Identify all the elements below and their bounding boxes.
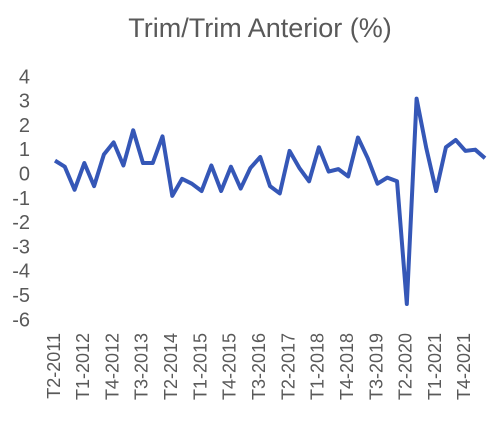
x-tick-label: T2-2011 — [44, 333, 64, 399]
y-tick-label: 4 — [19, 66, 30, 88]
x-tick-label: T3-2016 — [249, 333, 269, 400]
x-tick-label: T3-2013 — [132, 333, 152, 400]
x-tick-label: T2-2014 — [161, 333, 181, 400]
x-tick-label: T1-2018 — [308, 333, 328, 400]
x-tick-label: T1-2015 — [190, 333, 210, 400]
x-tick-label: T4-2021 — [454, 333, 474, 400]
y-tick-label: -1 — [12, 188, 30, 210]
x-tick-label: T2-2017 — [278, 333, 298, 400]
y-tick-label: 0 — [19, 163, 30, 185]
y-tick-label: -5 — [12, 285, 30, 307]
x-tick-label: T4-2012 — [102, 333, 122, 400]
y-tick-label: -3 — [12, 236, 30, 258]
x-tick-label: T1-2012 — [73, 333, 93, 400]
y-tick-label: -2 — [12, 212, 30, 234]
x-tick-label: T3-2019 — [366, 333, 386, 400]
y-tick-label: 2 — [19, 115, 30, 137]
x-tick-label: T2-2020 — [396, 333, 416, 400]
y-tick-label: 3 — [19, 91, 30, 113]
y-tick-label: 1 — [19, 139, 30, 161]
x-tick-label: T1-2021 — [425, 333, 445, 400]
chart-title: Trim/Trim Anterior (%) — [128, 13, 392, 43]
y-tick-label: -4 — [12, 261, 30, 283]
line — [53, 96, 487, 306]
x-tick-label: T4-2018 — [337, 333, 357, 400]
x-tick-label: T4-2015 — [220, 333, 240, 400]
y-tick-label: -6 — [12, 309, 30, 331]
